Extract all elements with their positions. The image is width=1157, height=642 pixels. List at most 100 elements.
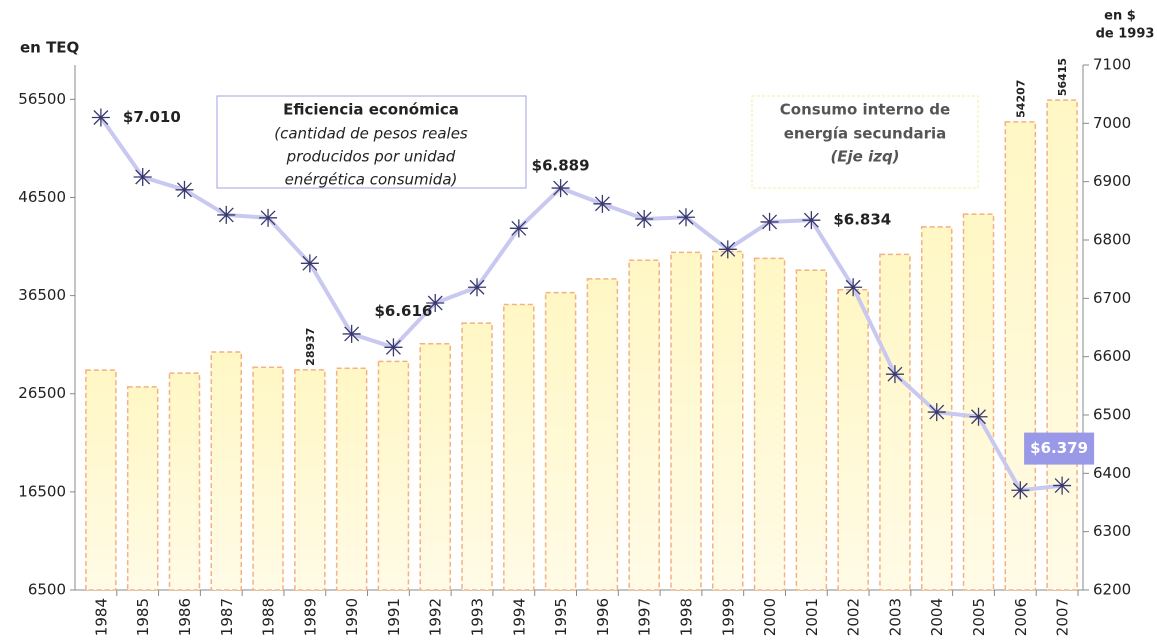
x-tick-label: 2004 (928, 598, 946, 636)
y2-tick-label: 6800 (1093, 231, 1131, 249)
y2-tick-label: 6900 (1093, 172, 1131, 190)
marker (300, 254, 319, 273)
x-tick-label: 1984 (92, 598, 110, 636)
marker (468, 278, 487, 297)
marker (384, 338, 403, 357)
marker (844, 278, 863, 297)
x-tick-label: 1992 (427, 598, 445, 636)
marker (635, 210, 654, 228)
bar (712, 250, 744, 591)
marker (676, 208, 695, 227)
marker (259, 208, 278, 227)
y-axis-label: en TEQ (20, 39, 79, 57)
bar (377, 360, 410, 591)
bar (753, 257, 786, 591)
bar (85, 369, 117, 591)
line-value-label: $6.616 (374, 302, 432, 320)
marker (760, 212, 779, 231)
x-tick-label: 1994 (510, 598, 528, 636)
line-value-label: $6.834 (833, 211, 891, 229)
y2-axis-label: en $ (1104, 9, 1136, 24)
y2-tick-label: 6300 (1093, 522, 1131, 540)
y2-tick-label: 6700 (1093, 289, 1131, 307)
bar (503, 303, 535, 591)
x-tick-label: 2003 (886, 598, 904, 636)
x-tick-label: 1995 (552, 598, 570, 636)
y-tick-label: 26500 (18, 384, 66, 402)
marker (342, 324, 361, 343)
x-tick-label: 1998 (677, 598, 695, 636)
y-tick-label: 6500 (28, 581, 66, 599)
bar (879, 253, 911, 591)
x-tick-label: 2001 (803, 598, 821, 636)
bar-value-label: 56415 (1056, 58, 1069, 96)
marker (133, 168, 152, 186)
bar (586, 278, 619, 591)
marker (91, 108, 110, 127)
y2-axis-label: de 1993 (1096, 27, 1155, 42)
x-tick-label: 2006 (1012, 598, 1030, 636)
x-tick-label: 1989 (301, 598, 319, 636)
bar (962, 213, 995, 591)
bar (1004, 121, 1037, 591)
marker (718, 240, 737, 259)
bar (1046, 99, 1078, 591)
bar-value-label: 54207 (1014, 80, 1027, 118)
bar-value-label: 28937 (304, 328, 317, 366)
annotation-title: Eficiencia económica (283, 101, 459, 119)
y-tick-label: 46500 (18, 188, 66, 206)
annotation-text: enérgética consumida) (285, 171, 458, 189)
marker (1011, 481, 1030, 500)
marker (551, 179, 570, 198)
value-label-box (1024, 432, 1095, 465)
annotation-text: producidos por unidad (286, 148, 456, 166)
marker (969, 407, 988, 426)
y-tick-label: 56500 (18, 90, 66, 108)
annotation-box (216, 95, 527, 189)
bar (837, 288, 869, 591)
y-tick-label: 36500 (18, 286, 66, 304)
marker (426, 294, 445, 312)
x-tick-label: 2005 (970, 598, 988, 636)
bar (210, 351, 243, 591)
y2-tick-label: 7000 (1093, 114, 1131, 132)
marker (885, 365, 904, 384)
y2-tick-label: 6500 (1093, 406, 1131, 424)
marker (927, 403, 946, 422)
x-tick-label: 1986 (176, 598, 194, 636)
y2-tick-label: 6600 (1093, 347, 1131, 365)
line-value-label: $7.010 (123, 108, 181, 126)
bar (168, 372, 201, 591)
marker (509, 219, 528, 238)
annotation-text: (cantidad de pesos reales (274, 125, 468, 143)
y2-tick-label: 7100 (1093, 56, 1131, 74)
x-tick-label: 1996 (594, 598, 612, 636)
annotation-text: energía secundaria (784, 125, 947, 143)
bar (294, 369, 326, 591)
marker (175, 180, 194, 199)
x-tick-label: 1987 (218, 598, 236, 636)
bar (795, 269, 828, 591)
x-tick-label: 1997 (636, 598, 654, 636)
marker (593, 194, 612, 213)
x-tick-label: 1991 (385, 598, 403, 636)
x-tick-label: 1990 (343, 598, 361, 636)
bar (252, 366, 284, 591)
bar (335, 367, 368, 591)
x-tick-label: 2007 (1054, 598, 1072, 636)
x-tick-label: 2002 (845, 598, 863, 636)
y2-tick-label: 6200 (1093, 581, 1131, 599)
annotation-text: Consumo interno de (780, 101, 950, 119)
line-value-label: $6.379 (1030, 439, 1088, 457)
bar (126, 386, 159, 591)
y2-tick-label: 6400 (1093, 464, 1131, 482)
x-tick-label: 1993 (469, 598, 487, 636)
marker (1053, 476, 1072, 495)
marker (802, 211, 821, 230)
x-tick-label: 1985 (134, 598, 152, 636)
x-tick-label: 1988 (260, 598, 278, 636)
bar (670, 251, 702, 591)
annotation-box (751, 95, 979, 189)
annotation-text: (Eje izq) (830, 148, 899, 166)
